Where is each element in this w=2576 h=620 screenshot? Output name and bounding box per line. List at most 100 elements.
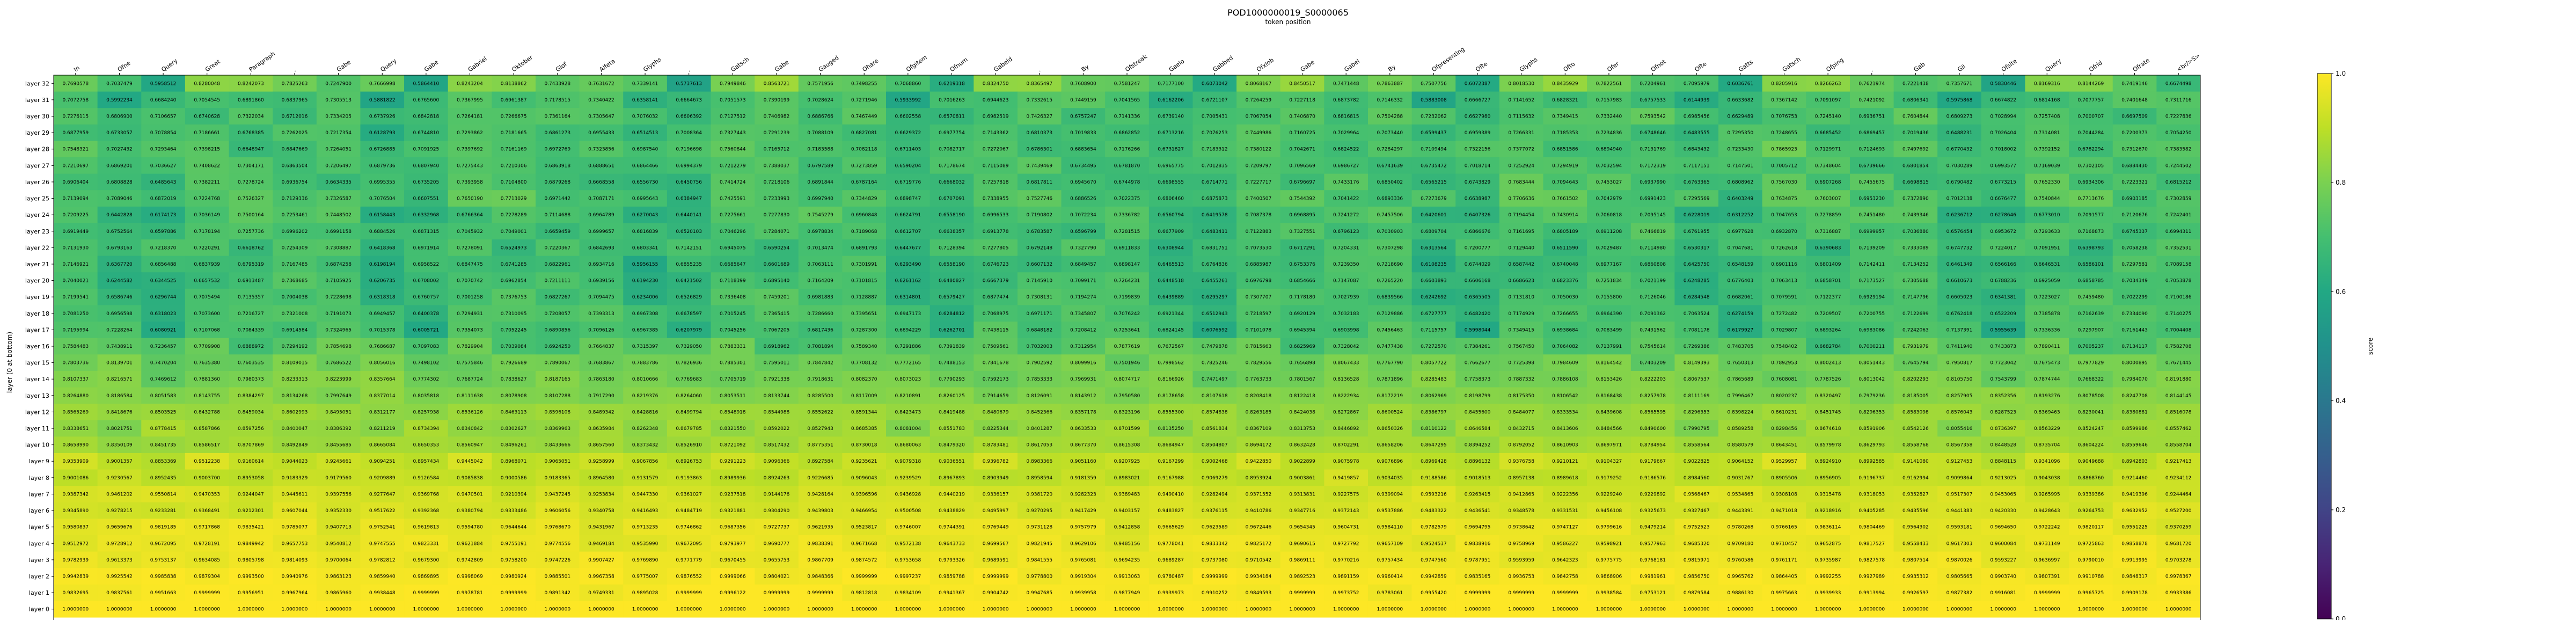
heatmap-cell [2069,436,2113,454]
heatmap-cell [1981,370,2025,388]
cell-value-label: 0.9396782 [983,459,1009,464]
heatmap-frame [53,75,2201,620]
cell-value-label: 0.7332440 [1596,114,1622,120]
cell-value-label: 0.8257938 [413,410,440,415]
cell-value-label: 0.7931979 [1902,344,1929,349]
heatmap-cell [360,502,405,519]
cell-value-label: 0.6965775 [1158,163,1184,169]
cell-value-label: 0.9886130 [1728,590,1754,596]
cell-value-label: 0.9838916 [1465,541,1491,546]
heatmap-cell [623,322,668,339]
cell-value-label: 0.6888972 [238,344,264,349]
heatmap-cell [1105,420,1150,437]
heatmap-cell [1806,551,1850,568]
cell-value-label: 0.9689591 [983,558,1009,563]
heatmap-cell [1192,453,1237,470]
heatmap-cell [360,305,405,322]
cell-value-label: 0.8551783 [939,426,965,432]
cell-value-label: 0.9217413 [2165,459,2192,464]
layer-label: layer 3 [29,557,49,564]
cell-value-label: 0.6856488 [150,262,177,267]
heatmap-cell [842,157,887,174]
cell-value-label: 0.7393958 [457,180,483,185]
cell-value-label: 0.7509561 [983,344,1009,349]
heatmap-cell [1849,256,1894,273]
heatmap-cell [448,551,492,568]
cell-value-label: 0.6823376 [1552,279,1578,284]
cell-value-label: 0.9999999 [194,590,220,596]
cell-value-label: 0.7147796 [1902,295,1929,300]
heatmap-cell [1148,568,1193,585]
heatmap-cell [448,75,492,92]
heatmap-cell [755,387,799,404]
cell-value-label: 0.8903949 [983,476,1009,481]
heatmap-cell [2112,354,2157,371]
cell-value-label: 0.9904742 [983,590,1009,596]
cell-value-label: 0.6891793 [851,245,877,251]
cell-value-label: 0.8111169 [1684,393,1710,399]
heatmap-cell [1411,420,1456,437]
cell-value-label: 0.5955639 [1990,327,2016,333]
cell-value-label: 0.6847475 [457,262,483,267]
heatmap-cell [1148,584,1193,601]
heatmap-cell [360,535,405,552]
cell-value-label: 0.6668558 [588,180,614,185]
heatmap-cell [755,551,799,568]
cell-value-label: 0.6560794 [1158,213,1184,218]
cell-value-label: 0.7365415 [764,311,790,317]
heatmap-cell [1017,256,1062,273]
cell-value-label: 0.8138862 [501,81,527,86]
cell-value-label: 0.9580837 [62,525,89,530]
cell-value-label: 0.8144145 [2165,393,2192,399]
heatmap-cell [316,256,361,273]
cell-value-label: 0.7302105 [2078,163,2104,169]
cell-value-label: 0.6698555 [1158,180,1184,185]
cell-value-label: 0.7621974 [1858,81,1885,86]
cell-value-label: 0.8139701 [106,361,133,366]
heatmap-cell [1674,75,1719,92]
heatmap-cell [1587,108,1631,125]
cell-value-label: 0.6972769 [544,147,570,152]
cell-value-label: 0.8400047 [282,426,308,432]
cell-value-label: 0.7223027 [2034,295,2060,300]
cell-value-label: 0.9453065 [1990,492,2016,497]
cell-value-label: 0.7892953 [1771,361,1797,366]
heatmap-cell [1324,584,1368,601]
cell-value-label: 0.8565269 [62,410,89,415]
heatmap-cell [667,173,711,191]
cell-value-label: 0.8558704 [2165,443,2192,448]
cell-value-label: 0.6906404 [62,180,89,185]
heatmap-cell [1981,404,2025,421]
heatmap-cell [1324,305,1368,322]
cell-value-label: 0.7917290 [588,393,614,399]
token-label: Ofping [1825,56,1845,74]
heatmap-cell [1893,288,1938,305]
cell-value-label: 0.9975663 [1771,590,1797,596]
cell-value-label: 0.7635380 [194,361,220,366]
cell-value-label: 0.6765600 [413,98,440,103]
layer-label: layer 14 [25,376,49,383]
cell-value-label: 0.8257978 [1640,393,1666,399]
cell-value-label: 0.7228264 [106,327,133,333]
heatmap-cell [1630,91,1675,108]
cell-value-label: 0.7091577 [2078,213,2104,218]
heatmap-cell [273,108,317,125]
cell-value-label: 0.8967893 [939,476,965,481]
cell-value-label: 0.8658206 [1377,443,1403,448]
heatmap-cell [316,206,361,223]
cell-value-label: 0.6753376 [1289,262,1315,267]
heatmap-cell [1587,601,1631,618]
heatmap-cell [1543,75,1587,92]
heatmap-cell [1806,502,1850,519]
cell-value-label: 0.9485156 [1114,541,1140,546]
heatmap-cell [273,535,317,552]
heatmap-cell [141,469,186,486]
heatmap-cell [1981,108,2025,125]
heatmap-cell [229,91,273,108]
heatmap-cell [798,157,843,174]
cell-value-label: 0.7339141 [632,81,658,86]
heatmap-cell [185,551,230,568]
heatmap-cell [1017,453,1062,470]
cell-value-label: 0.7581247 [1114,81,1140,86]
cell-value-label: 0.6760757 [413,295,440,300]
